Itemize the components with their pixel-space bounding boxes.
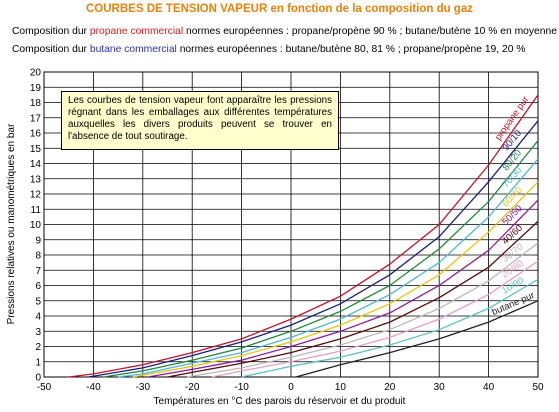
x-tick-label: -40	[86, 382, 101, 393]
y-axis-title-text: Pressions relatives ou manométriques en …	[6, 123, 17, 324]
line1-suffix: normes européennes : propane/propène 90 …	[183, 26, 557, 37]
y-tick-label: 13	[30, 174, 42, 185]
line1-prefix: Composition dur	[12, 26, 90, 37]
butane-commercial-highlight: butane commercial	[89, 44, 177, 55]
series-line-70-30	[118, 158, 539, 378]
x-tick-label: 40	[483, 382, 495, 393]
line2-prefix: Composition dur	[12, 44, 90, 55]
y-tick-label: 17	[30, 113, 42, 124]
y-tick-label: 12	[30, 190, 42, 201]
page-title: COURBES DE TENSION VAPEUR en fonction de…	[86, 3, 473, 15]
x-tick-label: 30	[434, 382, 446, 393]
y-tick-label: 4	[35, 312, 41, 323]
y-tick-label: 5	[35, 296, 41, 307]
y-tick-label: 14	[30, 159, 42, 170]
series-line-butane-pur	[295, 300, 539, 378]
y-tick-label: 10	[30, 220, 42, 231]
y-tick-label: 15	[30, 144, 42, 155]
line2-suffix: normes européennes : butane/butène 80, 8…	[176, 44, 526, 55]
series-line-60-40	[132, 181, 539, 378]
x-tick-label: -10	[234, 382, 249, 393]
y-tick-label: 19	[30, 83, 42, 94]
x-tick-label: -20	[185, 382, 200, 393]
series-line-50-50	[147, 199, 539, 378]
x-tick-label: 10	[335, 382, 347, 393]
y-axis-title: Pressions relatives ou manométriques en …	[6, 123, 17, 324]
y-tick-label: 2	[35, 342, 41, 353]
y-tick-label: 18	[30, 98, 42, 109]
propane-commercial-highlight: propane commercial	[89, 26, 184, 37]
series-line-10-90	[241, 278, 539, 378]
chart-series	[68, 94, 539, 378]
series-line-80-20	[103, 140, 539, 378]
x-tick-label: -50	[37, 382, 52, 393]
y-tick-label: 0	[35, 373, 41, 384]
x-tick-label: 20	[384, 382, 396, 393]
axis-ticks: -50 -40 -30 -20 -10 0 10 20 30 40 5001234567891011…	[30, 68, 544, 394]
series-line-propane-pur	[68, 94, 539, 378]
butane-composition-line: Composition dur butane commercial normes…	[12, 44, 525, 55]
y-tick-label: 9	[35, 235, 41, 246]
series-line-90-10	[88, 120, 539, 378]
x-tick-label: 0	[288, 382, 294, 393]
y-tick-label: 1	[35, 357, 41, 368]
x-tick-label: -30	[136, 382, 151, 393]
propane-composition-line: Composition dur propane commercial norme…	[12, 26, 557, 37]
y-tick-label: 16	[30, 129, 42, 140]
series-line-40-60	[167, 220, 539, 378]
annotation-box: Les courbes de tension vapeur font appar…	[61, 91, 339, 150]
y-tick-label: 6	[35, 281, 41, 292]
y-tick-label: 7	[35, 266, 41, 277]
x-tick-label: 50	[532, 382, 544, 393]
y-tick-label: 20	[30, 68, 42, 79]
y-tick-label: 11	[31, 205, 42, 216]
x-axis-title: Températures en °C des parois du réservo…	[153, 396, 406, 407]
series-line-30-70	[187, 242, 539, 378]
series-line-20-80	[211, 260, 539, 378]
y-tick-label: 8	[35, 251, 41, 262]
y-tick-label: 3	[35, 327, 41, 338]
